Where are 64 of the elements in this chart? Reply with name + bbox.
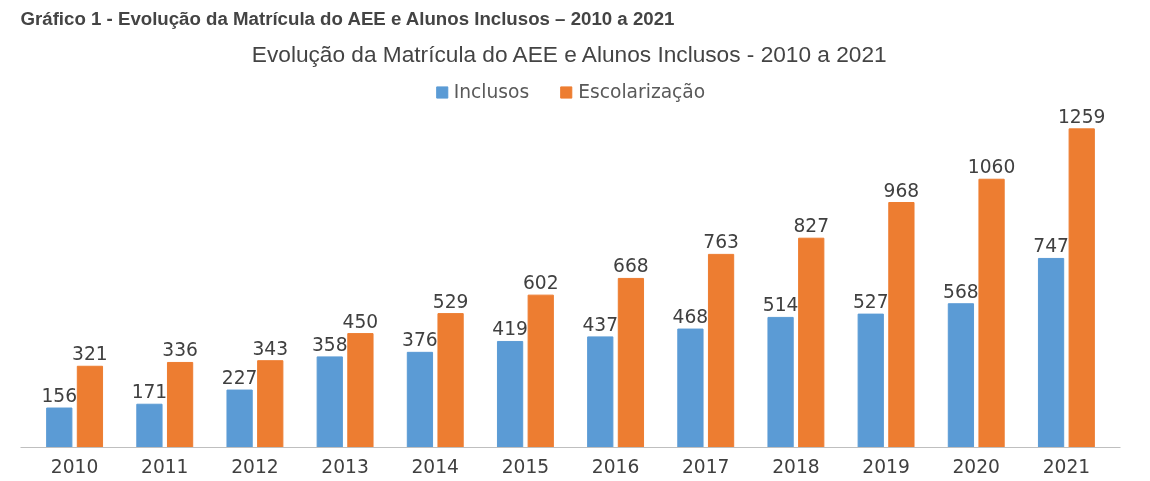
- bar: [767, 316, 794, 448]
- legend-label: Inclusos: [453, 81, 530, 102]
- legend-label: Escolarização: [578, 81, 706, 102]
- bar: [707, 253, 735, 448]
- data-label: 763: [703, 231, 739, 253]
- x-tick-label: 2015: [501, 455, 550, 477]
- data-label: 747: [1033, 235, 1069, 257]
- x-tick-label: 2012: [231, 455, 279, 477]
- data-label: 968: [883, 179, 920, 201]
- bar: [798, 237, 825, 448]
- x-tick-label: 2011: [141, 455, 189, 477]
- data-label: 419: [492, 318, 528, 340]
- data-label: 514: [762, 294, 799, 316]
- data-label: 343: [252, 337, 289, 359]
- chart-title: Evolução da Matrícula do AEE e Alunos Inclusos - 2010 a 2021: [251, 40, 887, 67]
- data-label: 376: [402, 329, 438, 351]
- data-label: 668: [613, 255, 649, 277]
- x-tick-label: 2013: [321, 455, 369, 477]
- data-label: 321: [72, 343, 108, 365]
- bar: [257, 360, 284, 448]
- bar: [888, 202, 915, 448]
- bar: [527, 294, 554, 448]
- bar: [978, 178, 1005, 448]
- bar: [1068, 128, 1095, 448]
- x-tick-label: 2018: [772, 455, 820, 477]
- data-label: 1259: [1057, 105, 1106, 127]
- data-label: 450: [342, 310, 379, 332]
- bar: [316, 356, 343, 448]
- data-label: 358: [311, 333, 348, 355]
- data-label: 1060: [967, 156, 1016, 178]
- x-tick-label: 2019: [862, 455, 910, 477]
- text: Gráfico 1 - Evolução da Matrícula do AEE e Alunos Inclusos – 2010 a 2021: [20, 7, 675, 29]
- data-label: 827: [793, 215, 830, 237]
- bar: [947, 303, 975, 448]
- bar: [617, 277, 645, 448]
- x-tick-label: 2016: [591, 455, 640, 477]
- data-label: 468: [672, 306, 709, 328]
- data-label: 437: [582, 313, 619, 335]
- data-label: 227: [221, 367, 258, 389]
- data-label: 568: [943, 280, 979, 302]
- data-label: 171: [131, 381, 168, 403]
- bar: [76, 365, 104, 448]
- data-label: 527: [852, 291, 889, 313]
- bar: [406, 351, 434, 448]
- bar: [587, 336, 614, 448]
- x-tick-label: 2014: [411, 455, 459, 477]
- data-label: 602: [522, 272, 559, 294]
- bar: [496, 340, 524, 448]
- data-label: 529: [432, 290, 469, 312]
- x-tick-label: 2021: [1042, 455, 1091, 477]
- bar: [437, 313, 464, 448]
- bar: [166, 361, 194, 448]
- bar: [46, 407, 73, 448]
- x-tick-label: 2017: [682, 455, 730, 477]
- bar: [347, 333, 374, 448]
- x-tick-label: 2010: [50, 455, 99, 477]
- bar: [677, 328, 704, 448]
- bar: [857, 313, 884, 448]
- data-label: 156: [41, 385, 78, 407]
- x-tick-label: 2020: [952, 455, 1000, 477]
- bar: [136, 403, 163, 448]
- bar: [1037, 257, 1065, 448]
- data-label: 336: [162, 339, 198, 361]
- bar: [226, 389, 253, 448]
